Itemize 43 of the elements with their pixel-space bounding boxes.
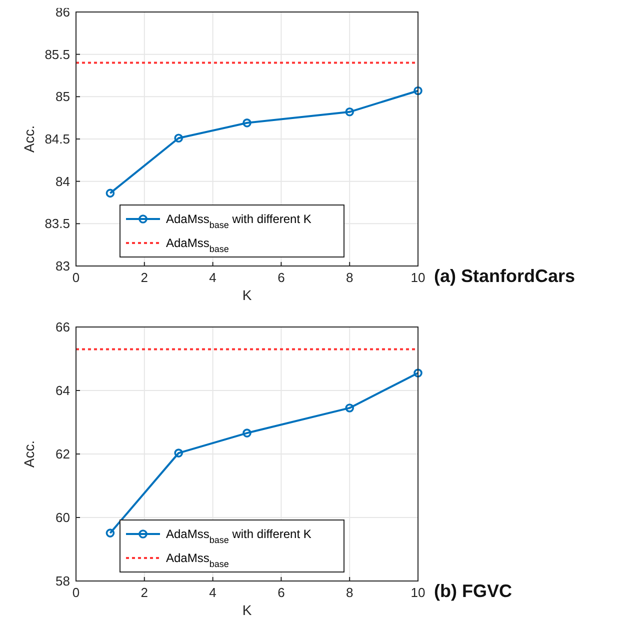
x-tick-label: 4 [209, 585, 216, 600]
point [242, 118, 252, 128]
legend-label: AdaMss$_{base}$ [166, 551, 229, 569]
point [345, 404, 354, 412]
y-tick-label: 60 [56, 510, 70, 525]
text: (a) StanfordCars [434, 266, 576, 286]
x-tick-label: 2 [140, 585, 148, 600]
x-tick-label: 8 [346, 585, 354, 600]
x-tick-label: 10 [410, 270, 426, 285]
x-tick-label: 0 [72, 270, 80, 285]
legend-label: AdaMss$_{base}$ with different K [166, 527, 312, 545]
y-tick-label: 85 [56, 89, 70, 104]
y-tick-label: 66 [56, 320, 70, 334]
point [242, 428, 252, 438]
y-tick-label: 62 [56, 446, 70, 462]
legend-label: AdaMss$_{base}$ [166, 236, 229, 254]
x-axis-title: K [242, 602, 252, 618]
point [414, 86, 422, 96]
text: (b) FGVC [434, 581, 512, 601]
x-tick-label: 6 [278, 585, 285, 600]
point [106, 528, 115, 538]
x-tick-label: 4 [209, 270, 216, 285]
y-axis-title: Acc. [21, 440, 37, 468]
x-tick-label: 6 [278, 270, 285, 285]
point [345, 108, 354, 116]
y-tick-label: 83.5 [44, 216, 70, 232]
x-tick-label: 10 [410, 585, 426, 600]
y-tick-label: 83 [56, 258, 70, 274]
x-tick-label: 8 [346, 270, 354, 285]
y-tick-label: 85.5 [44, 46, 70, 62]
point [106, 188, 115, 198]
y-tick-label: 58 [56, 574, 70, 588]
x-tick-label: 0 [72, 585, 80, 600]
point [414, 368, 422, 378]
legend-label: AdaMss$_{base}$ with different K [166, 212, 312, 230]
point [174, 448, 183, 458]
x-tick-label: 2 [140, 270, 148, 285]
y-tick-label: 84 [56, 174, 70, 189]
point [174, 134, 183, 143]
y-tick-label: 84.5 [44, 132, 70, 146]
x-axis-title: K [242, 287, 252, 303]
y-axis-title: Acc. [21, 125, 37, 153]
y-tick-label: 64 [56, 383, 70, 398]
